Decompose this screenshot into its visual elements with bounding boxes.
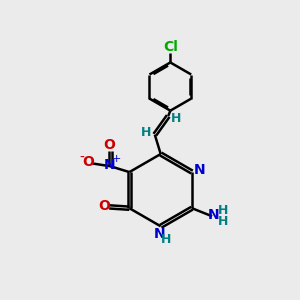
Text: H: H <box>171 112 181 125</box>
Text: O: O <box>82 155 94 170</box>
Text: N: N <box>104 158 116 172</box>
Text: +: + <box>111 154 121 164</box>
Text: H: H <box>161 232 171 246</box>
Text: H: H <box>218 204 228 217</box>
Text: N: N <box>208 208 219 222</box>
Text: H: H <box>218 214 228 228</box>
Text: -: - <box>79 151 84 165</box>
Text: O: O <box>104 138 116 152</box>
Text: N: N <box>194 163 205 177</box>
Text: H: H <box>141 126 152 139</box>
Text: N: N <box>154 227 165 241</box>
Text: O: O <box>98 199 110 213</box>
Text: Cl: Cl <box>163 40 178 54</box>
